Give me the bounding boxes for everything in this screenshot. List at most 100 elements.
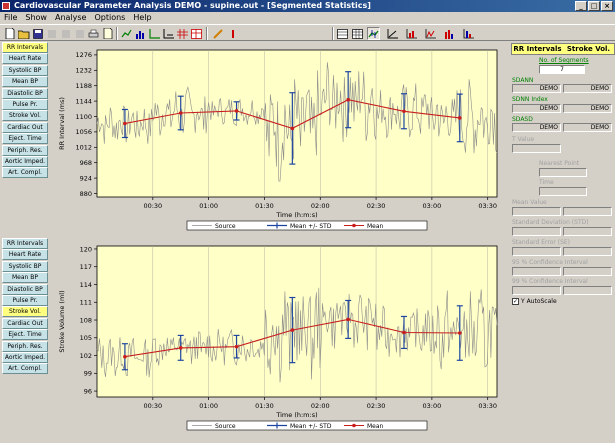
nav-eject-time[interactable]: Eject. Time	[2, 133, 48, 145]
open-folder-icon[interactable]	[17, 27, 30, 40]
menu-options[interactable]: Options	[94, 13, 126, 22]
nav-periph-res[interactable]: Periph. Res.	[2, 340, 48, 352]
grid-icon[interactable]	[176, 27, 189, 40]
sdann-label: SDANN	[512, 77, 534, 84]
stroke-volume-chart[interactable]: 00:30 01:00 01:30 02:00 02:30 03:00 03:30 96 99 1…	[52, 238, 503, 434]
x-tick-label: 01:00	[199, 202, 218, 210]
mean-point	[234, 344, 239, 349]
nav-stroke-vol[interactable]: Stroke Vol.	[2, 110, 48, 122]
legend-box	[186, 220, 428, 231]
time-field	[539, 187, 587, 196]
nav-pulse-pr[interactable]: Pulse Pr.	[2, 98, 48, 110]
spectrum-icon[interactable]	[424, 27, 437, 40]
legend-source-label: Source	[215, 423, 236, 430]
nav-heart-rate[interactable]: Heart Rate	[2, 249, 48, 261]
document-icon[interactable]	[101, 27, 114, 40]
y-tick-label: 111	[80, 299, 92, 307]
y-tick-label: 1100	[75, 113, 92, 121]
y-tick-label: 105	[80, 334, 92, 342]
y-tick-label: 1144	[75, 97, 92, 105]
chart-legend: Source Mean +/- STD Mean	[186, 420, 428, 431]
nav-rr-intervals[interactable]: RR Intervals	[2, 42, 48, 53]
disabled-tool-icon	[59, 27, 72, 40]
line-chart-icon[interactable]	[120, 27, 133, 40]
toolbar-separator	[116, 27, 118, 40]
ci99-right	[563, 286, 612, 295]
y-tick-label: 117	[80, 263, 92, 271]
nav-eject-time[interactable]: Eject. Time	[2, 329, 48, 341]
segments-input[interactable]: 7	[539, 65, 585, 74]
nav-mean-bp[interactable]: Mean BP	[2, 272, 48, 284]
nav-diastolic-bp[interactable]: Diastolic BP	[2, 283, 48, 295]
x-tick-label: 00:30	[143, 202, 162, 210]
table-icon[interactable]	[190, 27, 203, 40]
mean-value-label: Mean Value	[512, 199, 547, 206]
nav-systolic-bp[interactable]: Systolic BP	[2, 260, 48, 272]
y-autoscale-checkbox[interactable]: ✓	[512, 298, 519, 305]
marker-icon[interactable]	[227, 27, 240, 40]
new-file-icon[interactable]	[3, 27, 16, 40]
maximize-button[interactable]: □	[588, 1, 600, 11]
histogram-icon[interactable]	[405, 27, 418, 40]
x-tick-label: 03:00	[423, 202, 442, 210]
legend-source-label: Source	[215, 223, 236, 230]
mean-value-right	[563, 207, 612, 216]
bar-chart-icon[interactable]	[134, 27, 147, 40]
nav-periph-res[interactable]: Periph. Res.	[2, 144, 48, 156]
se-label: Standard Error (SE)	[512, 239, 571, 246]
nav-cardiac-out[interactable]: Cardiac Out	[2, 121, 48, 133]
menu-bar: File Show Analyse Options Help	[0, 12, 615, 24]
axis-grid-icon[interactable]	[162, 27, 175, 40]
nav-diastolic-bp[interactable]: Diastolic BP	[2, 87, 48, 99]
toolbar-separator	[206, 27, 208, 40]
nav-mean-bp[interactable]: Mean BP	[2, 76, 48, 88]
minimize-button[interactable]: _	[575, 1, 587, 11]
y-tick-label: 1056	[75, 128, 92, 136]
menu-show[interactable]: Show	[25, 13, 47, 22]
y-axis-label: RR Interval (ms)	[58, 97, 66, 150]
ci95-left	[512, 267, 561, 276]
ci99-label: 99 % Confidence Interval	[512, 278, 588, 285]
x-tick-label: 02:00	[311, 202, 330, 210]
axis-icon[interactable]	[148, 27, 161, 40]
mean-point	[290, 126, 295, 131]
rr-interval-chart-panel: 00:30 01:00 01:30 02:00 02:30 03:00 03:30 880 92…	[52, 42, 503, 234]
sdnn-sv-value: DEMO	[563, 104, 612, 113]
pencil-icon[interactable]	[212, 27, 225, 40]
mean-point	[402, 330, 406, 335]
mean-point	[178, 346, 183, 350]
rr-interval-chart[interactable]: 00:30 01:00 01:30 02:00 02:30 03:00 03:30 880 92…	[52, 42, 503, 234]
nav-heart-rate[interactable]: Heart Rate	[2, 53, 48, 65]
y-tick-label: 96	[84, 387, 92, 395]
x-tick-label: 00:30	[143, 402, 162, 410]
std-left	[512, 227, 561, 236]
mean-point	[178, 111, 183, 115]
menu-analyse[interactable]: Analyse	[54, 13, 87, 22]
nav-cardiac-out[interactable]: Cardiac Out	[2, 317, 48, 329]
y-autoscale-toggle[interactable]: ✓ Y AutoScale	[512, 298, 557, 305]
save-icon[interactable]	[31, 27, 44, 40]
nav-art-compl[interactable]: Art. Compl.	[2, 167, 48, 179]
legend-meanstd-label: Mean +/- STD	[290, 423, 332, 430]
menu-help[interactable]: Help	[133, 13, 152, 22]
table-view-icon[interactable]	[336, 27, 349, 40]
trend-icon[interactable]	[386, 27, 399, 40]
distribution-icon[interactable]	[462, 27, 475, 40]
nav-aortic-imped[interactable]: Aortic Imped.	[2, 155, 48, 167]
x-tick-label: 01:30	[255, 402, 274, 410]
nav-systolic-bp[interactable]: Systolic BP	[2, 64, 48, 76]
nav-art-compl[interactable]: Art. Compl.	[2, 363, 48, 375]
nav-pulse-pr[interactable]: Pulse Pr.	[2, 294, 48, 306]
nav-aortic-imped[interactable]: Aortic Imped.	[2, 351, 48, 363]
close-button[interactable]: ×	[601, 1, 613, 11]
x-tick-label: 03:30	[478, 202, 497, 210]
segmented-statistics-icon[interactable]	[367, 27, 380, 40]
nav-stroke-vol[interactable]: Stroke Vol.	[2, 306, 48, 318]
print-icon[interactable]	[87, 27, 100, 40]
nav-rr-intervals[interactable]: RR Intervals	[2, 238, 48, 249]
bar-comparison-icon[interactable]	[443, 27, 456, 40]
segments-label: No. of Segments	[539, 57, 589, 64]
spreadsheet-icon[interactable]	[351, 27, 364, 40]
mean-point	[346, 317, 350, 322]
menu-file[interactable]: File	[4, 13, 18, 22]
